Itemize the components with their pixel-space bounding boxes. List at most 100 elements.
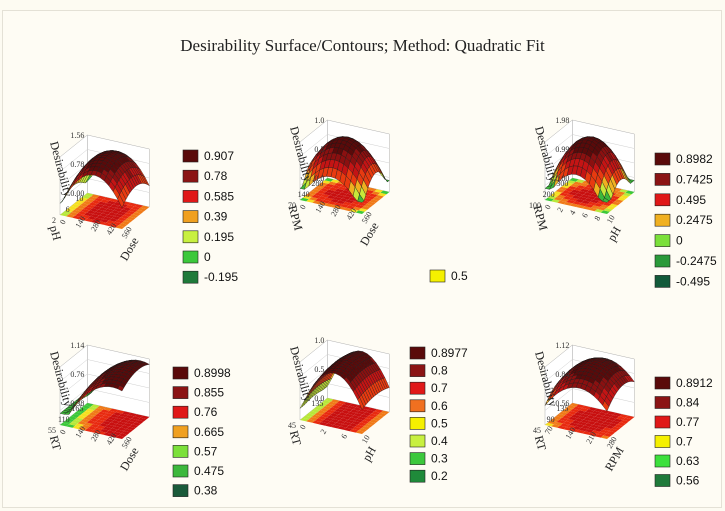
floor-contour-cell [128, 412, 137, 417]
floor-contour-cell [70, 414, 80, 418]
y-tick-label: 110 [58, 415, 70, 424]
floor-contour-cell [330, 419, 340, 423]
floor-contour-cell [374, 189, 384, 193]
floor-contour-cell [363, 418, 373, 422]
floor-contour-cell [359, 414, 369, 418]
floor-contour-cell [68, 416, 78, 420]
floor-contour-cell [316, 404, 326, 409]
legend-swatch [172, 405, 189, 419]
floor-contour-cell [580, 413, 589, 418]
legend-swatch [654, 275, 671, 288]
floor-contour-cell [85, 408, 95, 413]
floor-contour-cell [83, 416, 93, 421]
floor-contour-cell [377, 412, 387, 417]
floor-contour-cell [105, 424, 115, 429]
z-tick-label: 0.99 [555, 145, 569, 154]
floor-contour-cell [351, 201, 361, 205]
floor-contour-cell [599, 423, 609, 428]
floor-contour-cell [124, 218, 133, 223]
floor-contour-cell [366, 195, 375, 200]
floor-contour-cell [310, 409, 320, 413]
legend-swatch [409, 434, 426, 448]
floor-contour-cell [97, 201, 107, 206]
floor-contour-cell [83, 206, 93, 211]
floor-contour-cell [588, 207, 598, 212]
floor-contour-cell [366, 421, 376, 426]
floor-contour-cell [65, 418, 75, 422]
legend-label: 0.7 [431, 381, 448, 395]
floor-contour-cell [561, 409, 571, 414]
floor-contour-cell [337, 406, 347, 411]
wall-gridline [544, 359, 573, 382]
y-tick-label: 100 [529, 201, 541, 210]
x-tick-label: 0 [58, 428, 68, 436]
legend-swatch [409, 399, 426, 413]
floor-contour-cell [569, 422, 579, 427]
floor-contour-cell [71, 209, 81, 214]
floor-contour-cell [556, 419, 566, 424]
floor-contour-cell [569, 403, 579, 407]
floor-contour-cell [317, 190, 327, 194]
floor-contour-cell [315, 198, 325, 202]
x-axis-title: Dose [117, 445, 141, 473]
floor-contour-cell [319, 188, 329, 192]
floor-contour-cell [87, 426, 97, 430]
wall-gridline [299, 354, 328, 377]
floor-contour-cell [112, 431, 122, 436]
floor-contour-cell [66, 424, 76, 428]
legend-label: 0.7425 [676, 172, 713, 186]
floor-contour-cell [109, 224, 119, 228]
legend-swatch [182, 270, 199, 284]
floor-contour-cell [560, 423, 570, 427]
floor-contour-cell [575, 404, 585, 408]
floor-contour-cell [547, 420, 557, 425]
floor-contour-cell [305, 413, 315, 417]
floor-contour-cell [582, 411, 592, 416]
floor-contour-cell [308, 417, 318, 421]
floor-contour-cell [75, 423, 85, 427]
floor-contour-cell [95, 203, 104, 208]
floor-contour-cell [374, 195, 384, 199]
z-tick-label: 0.5 [314, 145, 324, 154]
floor-contour-cell [352, 426, 362, 431]
y-tick-label: 70 [288, 201, 296, 210]
x-tick-label: 0 [298, 423, 308, 431]
floor-contour-cell [77, 421, 87, 425]
floor-contour-cell [611, 195, 620, 200]
x-tick-label: 0 [58, 218, 68, 226]
wall-gridline [572, 134, 635, 149]
floor-contour-cell [571, 189, 581, 194]
floor-contour-cell [576, 410, 586, 414]
floor-contour-cell [79, 407, 89, 411]
floor-contour-cell [329, 413, 339, 417]
floor-contour-cell [380, 410, 390, 415]
floor-contour-cell [617, 197, 627, 201]
floor-contour-cell [605, 425, 615, 429]
floor-contour-cell [359, 408, 369, 413]
floor-contour-cell [584, 198, 594, 202]
floor-contour-cell [96, 215, 106, 219]
floor-contour-cell [357, 202, 367, 206]
floor-contour-cell [316, 184, 326, 189]
floor-contour-cell [94, 198, 104, 202]
wall-gridline [59, 149, 88, 172]
floor-contour-cell [313, 406, 323, 411]
floor-contour-cell [566, 405, 576, 409]
floor-contour-cell [344, 413, 354, 418]
floor-contour-cell [126, 216, 136, 221]
floor-contour-cell [597, 412, 607, 416]
x-tick-label: 2 [555, 206, 565, 214]
legend-label: 0.855 [194, 386, 224, 400]
legend-swatch [654, 234, 671, 247]
legend-label: 0.8982 [676, 152, 713, 166]
floor-contour-cell [350, 415, 360, 419]
z-tick-label: 0.00 [555, 174, 569, 183]
floor-contour-cell [579, 408, 589, 412]
floor-contour-cell [586, 421, 596, 425]
floor-contour-cell [573, 412, 583, 416]
floor-contour-cell [101, 211, 111, 215]
floor-contour-cell [335, 194, 345, 199]
floor-contour-cell [124, 428, 133, 433]
floor-contour-cell [326, 189, 336, 194]
legend-swatch [654, 474, 671, 487]
